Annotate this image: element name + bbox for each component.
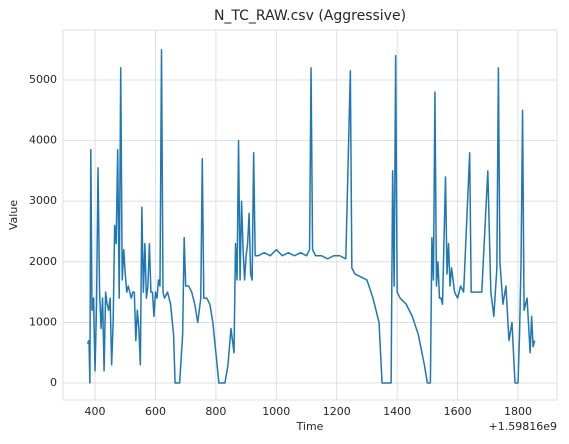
chart-title: N_TC_RAW.csv (Aggressive) [214,8,406,24]
x-tick-label: 1600 [444,405,472,418]
x-tick-label: 1400 [383,405,411,418]
y-tick-label: 4000 [29,134,57,147]
y-tick-label: 1000 [29,315,57,328]
x-tick-label: 800 [205,405,226,418]
x-tick-label: 1000 [262,405,290,418]
y-tick-label: 3000 [29,194,57,207]
y-axis-label: Value [7,200,20,230]
x-tick-label: 1200 [323,405,351,418]
line [86,48,536,384]
y-tick-label: 2000 [29,255,57,268]
x-tick-label: 1800 [504,405,532,418]
y-tick-label: 0 [50,376,57,389]
y-tick-label: 5000 [29,73,57,86]
x-offset-label: +1.59816e9 [489,420,557,433]
x-tick-label: 600 [145,405,166,418]
x-axis-label: Time [296,420,324,433]
x-tick-label: 400 [85,405,106,418]
